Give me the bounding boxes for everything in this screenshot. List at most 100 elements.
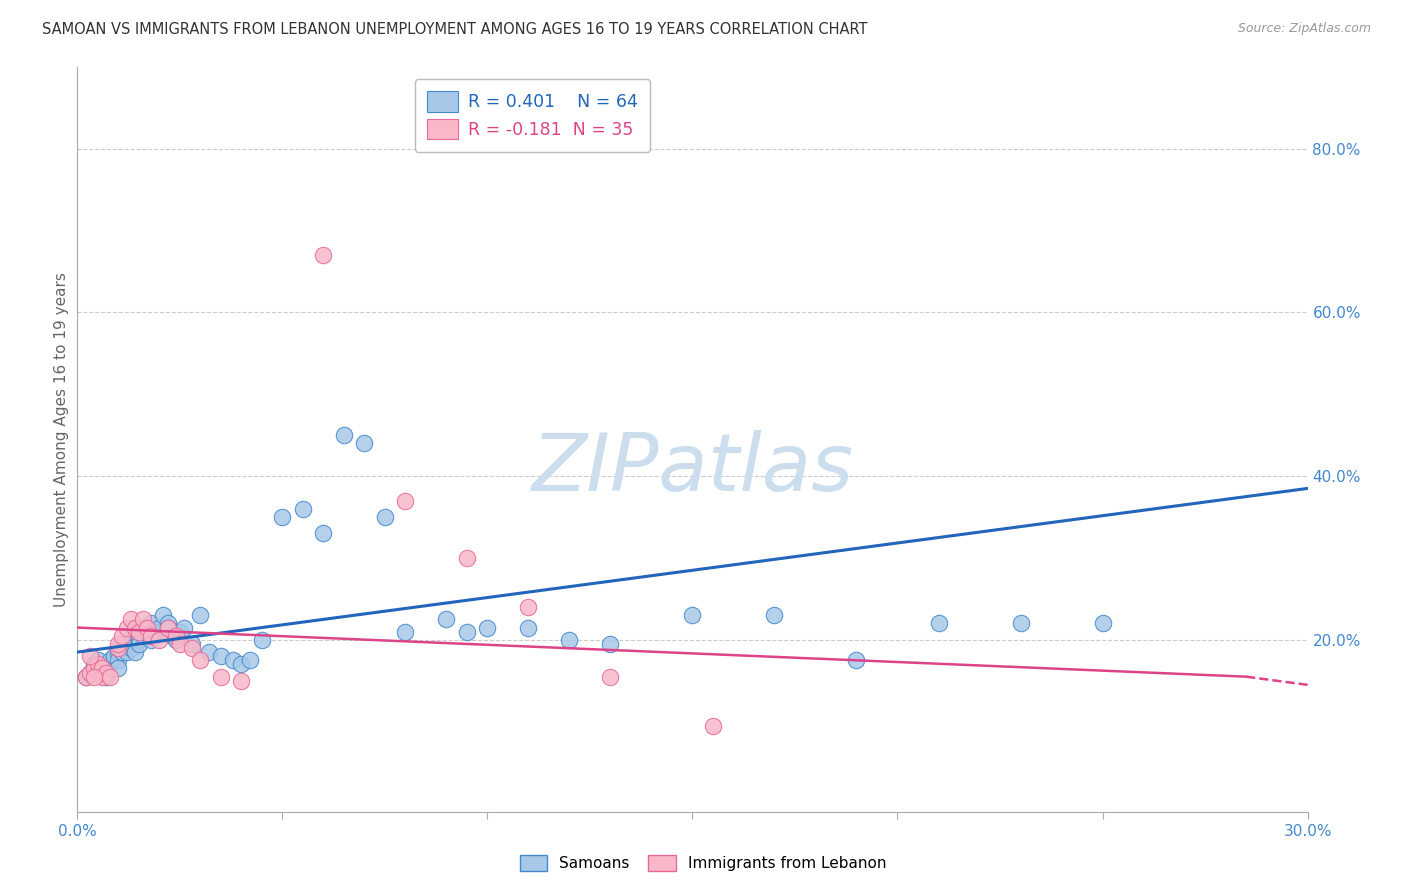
Point <box>124 621 146 635</box>
Point <box>599 670 621 684</box>
Point <box>143 624 166 639</box>
Point <box>222 653 245 667</box>
Point <box>197 645 219 659</box>
Point <box>115 621 138 635</box>
Point <box>436 612 458 626</box>
Point <box>165 632 187 647</box>
Point <box>250 632 273 647</box>
Point <box>160 629 183 643</box>
Point <box>111 640 134 655</box>
Point <box>599 637 621 651</box>
Point <box>120 612 142 626</box>
Point <box>90 670 114 684</box>
Point <box>141 629 163 643</box>
Point <box>98 653 121 667</box>
Point <box>394 624 416 639</box>
Point <box>173 621 195 635</box>
Point <box>83 657 105 672</box>
Point <box>394 493 416 508</box>
Point <box>79 665 101 680</box>
Point <box>103 649 125 664</box>
Point <box>128 624 150 639</box>
Point <box>83 670 105 684</box>
Point <box>558 632 581 647</box>
Point <box>188 653 212 667</box>
Legend: R = 0.401    N = 64, R = -0.181  N = 35: R = 0.401 N = 64, R = -0.181 N = 35 <box>415 79 651 152</box>
Point <box>107 637 129 651</box>
Text: Source: ZipAtlas.com: Source: ZipAtlas.com <box>1237 22 1371 36</box>
Point <box>75 670 97 684</box>
Point <box>271 510 294 524</box>
Point <box>94 670 117 684</box>
Point <box>132 621 155 635</box>
Point <box>156 621 179 635</box>
Point <box>209 670 232 684</box>
Point <box>702 719 724 733</box>
Point <box>312 526 335 541</box>
Point <box>312 248 335 262</box>
Point <box>156 616 179 631</box>
Point <box>141 616 163 631</box>
Point <box>845 653 868 667</box>
Point <box>456 551 478 566</box>
Point <box>181 637 204 651</box>
Point <box>333 428 356 442</box>
Point <box>120 640 142 655</box>
Point <box>98 670 121 684</box>
Point <box>79 649 101 664</box>
Point <box>456 624 478 639</box>
Point <box>111 645 134 659</box>
Text: ZIPatlas: ZIPatlas <box>531 430 853 508</box>
Point <box>136 624 159 639</box>
Point <box>107 661 129 675</box>
Point <box>87 665 110 680</box>
Point <box>169 637 191 651</box>
Point <box>231 657 253 672</box>
Point <box>111 629 134 643</box>
Text: SAMOAN VS IMMIGRANTS FROM LEBANON UNEMPLOYMENT AMONG AGES 16 TO 19 YEARS CORRELA: SAMOAN VS IMMIGRANTS FROM LEBANON UNEMPL… <box>42 22 868 37</box>
Point <box>94 665 117 680</box>
Point <box>928 616 950 631</box>
Point <box>128 624 150 639</box>
Point <box>353 436 375 450</box>
Point <box>132 612 155 626</box>
Point <box>239 653 262 667</box>
Point <box>763 608 786 623</box>
Point <box>169 624 191 639</box>
Point <box>181 640 204 655</box>
Point <box>75 670 97 684</box>
Point <box>107 640 129 655</box>
Point <box>87 653 110 667</box>
Point <box>90 661 114 675</box>
Point <box>188 608 212 623</box>
Point <box>87 661 110 675</box>
Point <box>148 632 170 647</box>
Point <box>374 510 396 524</box>
Point <box>517 621 540 635</box>
Y-axis label: Unemployment Among Ages 16 to 19 years: Unemployment Among Ages 16 to 19 years <box>53 272 69 607</box>
Point <box>148 621 170 635</box>
Point <box>98 657 121 672</box>
Point <box>477 621 499 635</box>
Point <box>120 632 142 647</box>
Point <box>291 501 314 516</box>
Point <box>517 600 540 615</box>
Point <box>90 665 114 680</box>
Point <box>1091 616 1114 631</box>
Legend: Samoans, Immigrants from Lebanon: Samoans, Immigrants from Lebanon <box>513 849 893 877</box>
Point <box>83 661 105 675</box>
Point <box>682 608 704 623</box>
Point <box>115 645 138 659</box>
Point <box>115 637 138 651</box>
Point <box>107 645 129 659</box>
Point <box>87 657 110 672</box>
Point <box>1010 616 1032 631</box>
Point <box>231 673 253 688</box>
Point <box>132 629 155 643</box>
Point <box>124 645 146 659</box>
Point <box>107 653 129 667</box>
Point <box>79 665 101 680</box>
Point <box>156 621 179 635</box>
Point <box>209 649 232 664</box>
Point <box>128 632 150 647</box>
